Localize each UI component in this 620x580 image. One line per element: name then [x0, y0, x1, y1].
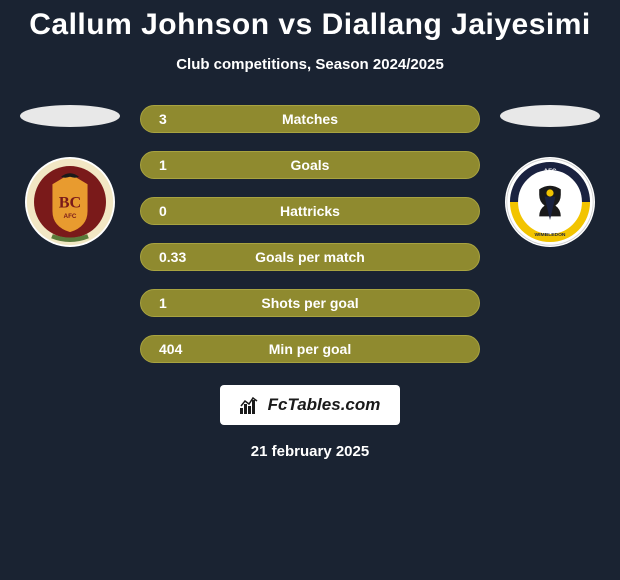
watermark-text: FcTables.com: [268, 395, 381, 415]
svg-text:WIMBLEDON: WIMBLEDON: [535, 232, 566, 238]
stat-label: Hattricks: [280, 203, 340, 219]
stat-label: Shots per goal: [261, 295, 358, 311]
stat-row-hattricks: 0 Hattricks: [140, 197, 480, 225]
stat-value: 0.33: [159, 249, 209, 265]
stat-row-goals: 1 Goals: [140, 151, 480, 179]
fctables-logo-icon: [240, 396, 262, 414]
right-column: AFC WIMBLEDON: [490, 105, 610, 247]
stat-label: Goals: [291, 157, 330, 173]
stat-label: Matches: [282, 111, 338, 127]
stats-column: 3 Matches 1 Goals 0 Hattricks 0.33 Goals…: [140, 105, 480, 363]
watermark-badge: FcTables.com: [220, 385, 401, 425]
stat-label: Goals per match: [255, 249, 365, 265]
stat-row-matches: 3 Matches: [140, 105, 480, 133]
content-row: BC AFC 3 Matches 1 Goals 0 Hattricks: [0, 105, 620, 363]
left-column: BC AFC: [10, 105, 130, 247]
footer-date: 21 february 2025: [251, 443, 369, 460]
stat-value: 0: [159, 203, 209, 219]
right-ellipse: [500, 105, 600, 127]
svg-text:AFC: AFC: [544, 168, 557, 175]
stat-value: 1: [159, 157, 209, 173]
stat-label: Min per goal: [269, 341, 351, 357]
stat-row-goals-per-match: 0.33 Goals per match: [140, 243, 480, 271]
stat-value: 404: [159, 341, 209, 357]
stat-row-min-per-goal: 404 Min per goal: [140, 335, 480, 363]
svg-text:BC: BC: [59, 193, 82, 211]
stat-value: 1: [159, 295, 209, 311]
left-team-crest: BC AFC: [25, 157, 115, 247]
root: Callum Johnson vs Diallang Jaiyesimi Clu…: [0, 0, 620, 580]
bradford-crest-icon: BC AFC: [25, 157, 115, 247]
svg-text:AFC: AFC: [64, 213, 77, 220]
stat-row-shots-per-goal: 1 Shots per goal: [140, 289, 480, 317]
left-ellipse: [20, 105, 120, 127]
wimbledon-crest-icon: AFC WIMBLEDON: [505, 157, 595, 247]
right-team-crest: AFC WIMBLEDON: [505, 157, 595, 247]
stat-value: 3: [159, 111, 209, 127]
page-title: Callum Johnson vs Diallang Jaiyesimi: [29, 8, 591, 42]
page-subtitle: Club competitions, Season 2024/2025: [176, 56, 444, 73]
